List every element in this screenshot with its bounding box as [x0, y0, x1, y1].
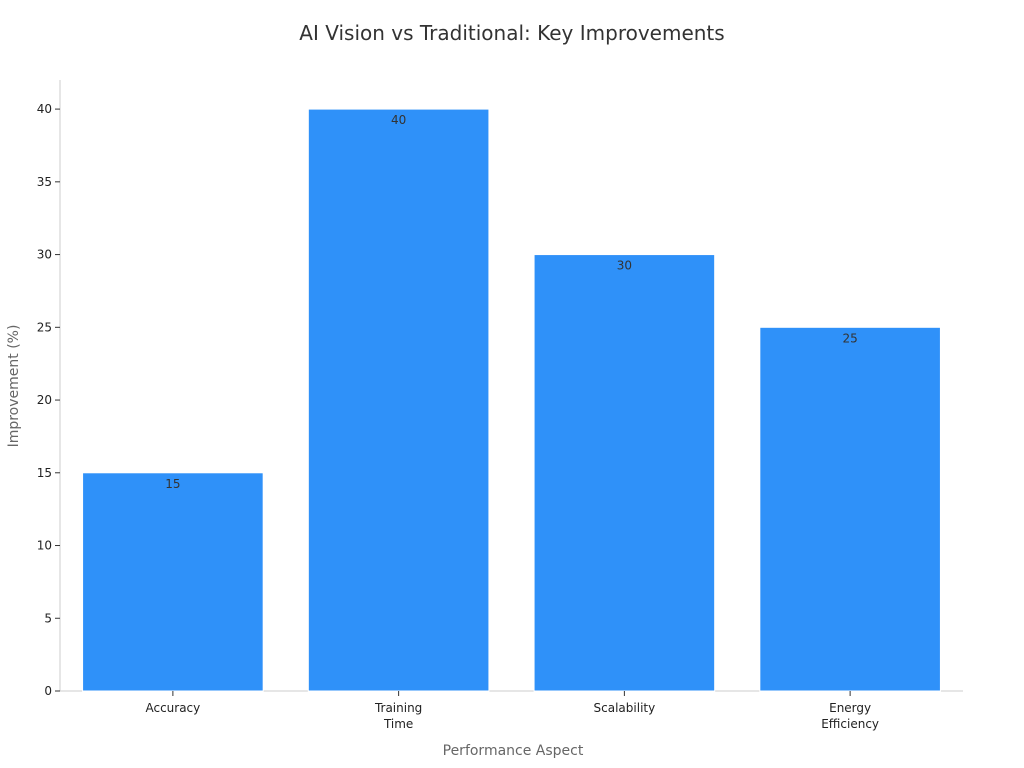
- x-tick-label: Efficiency: [821, 717, 879, 731]
- y-axis-title: Improvement (%): [6, 325, 22, 448]
- bar-value-label: 25: [842, 331, 857, 345]
- y-tick-label: 20: [37, 393, 52, 407]
- x-tick-label: Accuracy: [145, 701, 200, 715]
- y-tick-label: 30: [37, 248, 52, 262]
- y-tick-label: 15: [37, 466, 52, 480]
- y-tick-label: 25: [37, 320, 52, 334]
- chart-title: AI Vision vs Traditional: Key Improvemen…: [299, 21, 724, 45]
- bar-value-label: 15: [165, 477, 180, 491]
- y-tick-label: 10: [37, 539, 52, 553]
- x-tick-label: Training: [374, 701, 422, 715]
- y-tick-label: 5: [44, 611, 52, 625]
- bar: [533, 254, 716, 692]
- bar-value-label: 40: [391, 113, 406, 127]
- bar: [307, 108, 490, 692]
- y-tick-label: 0: [44, 684, 52, 698]
- y-tick-label: 40: [37, 102, 52, 116]
- x-tick-label: Time: [383, 717, 413, 731]
- x-tick-label: Scalability: [594, 701, 656, 715]
- plot-area: 0 5 10 15 20 25 30 35 40 15 Accuracy 40 Training Time…: [37, 80, 963, 731]
- x-axis-title: Performance Aspect: [443, 743, 584, 759]
- x-tick-label: Energy: [829, 701, 871, 715]
- bar-value-label: 30: [617, 259, 632, 273]
- y-tick-label: 35: [37, 175, 52, 189]
- bar: [759, 326, 941, 692]
- bar: [82, 472, 264, 692]
